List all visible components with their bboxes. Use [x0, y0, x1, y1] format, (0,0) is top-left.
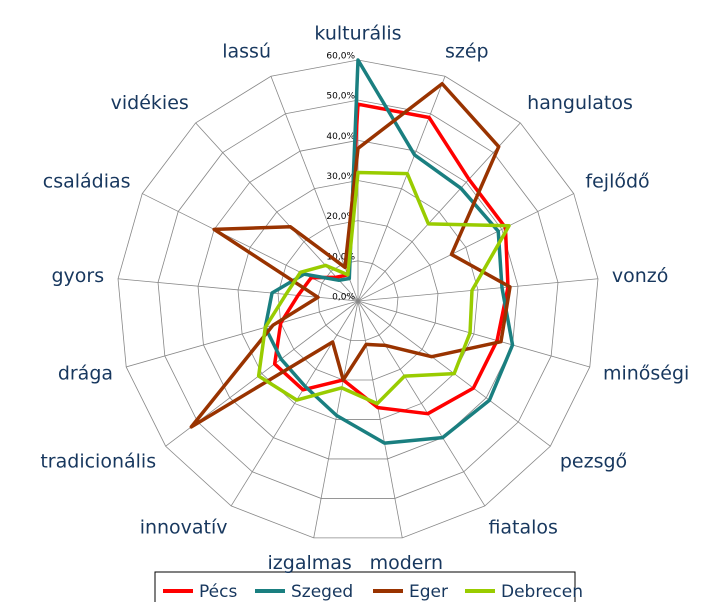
category-label: lassú — [222, 41, 271, 63]
spoke — [195, 122, 359, 302]
spoke — [357, 278, 599, 302]
series-line — [272, 102, 510, 416]
category-label: fiatalos — [488, 517, 558, 539]
category-label: kulturális — [314, 23, 401, 45]
grid-line — [197, 139, 519, 460]
y-tick-label: 40,0% — [326, 132, 355, 142]
spoke — [117, 278, 359, 302]
legend-label: Pécs — [199, 582, 237, 602]
category-label: vonzó — [612, 265, 669, 287]
y-tick-label: 60,0% — [326, 52, 355, 62]
category-label: gyors — [51, 265, 104, 287]
category-label: izgalmas — [268, 552, 352, 574]
category-label: szép — [445, 41, 489, 63]
legend-label: Debrecen — [501, 582, 583, 602]
y-tick-label: 20,0% — [326, 212, 355, 222]
spoke — [142, 193, 359, 302]
spoke — [270, 76, 359, 302]
category-label: vidékies — [111, 92, 189, 114]
spoke — [230, 300, 359, 507]
spoke — [357, 76, 446, 302]
category-label: innovatív — [140, 517, 228, 539]
category-label: fejlődő — [585, 170, 649, 192]
category-label: hangulatos — [527, 92, 633, 114]
grid-line — [117, 59, 599, 539]
y-tick-label: 0,0% — [332, 293, 355, 303]
spoke — [357, 122, 521, 302]
category-label: drága — [58, 363, 113, 385]
spoke — [313, 300, 359, 538]
grid-line — [277, 220, 439, 381]
spoke — [357, 300, 590, 368]
y-tick-label: 50,0% — [326, 92, 355, 102]
legend-label: Szeged — [291, 582, 353, 602]
grid-line — [237, 180, 479, 420]
spoke — [357, 300, 403, 538]
spoke — [126, 300, 359, 368]
y-tick-label: 30,0% — [326, 172, 355, 182]
y-tick-label: 10,0% — [326, 252, 355, 262]
category-label: pezsgő — [560, 450, 627, 472]
series-line — [189, 82, 512, 429]
spoke — [357, 193, 574, 302]
series-line — [256, 170, 511, 406]
spoke — [357, 300, 486, 507]
category-label: modern — [370, 552, 443, 574]
category-label: családias — [43, 170, 131, 192]
grid-line — [157, 99, 559, 499]
grid-line — [317, 260, 399, 341]
legend-box — [154, 571, 576, 602]
category-label: minőségi — [603, 363, 689, 385]
category-label: tradicionális — [40, 450, 156, 472]
legend-label: Eger — [409, 582, 448, 602]
